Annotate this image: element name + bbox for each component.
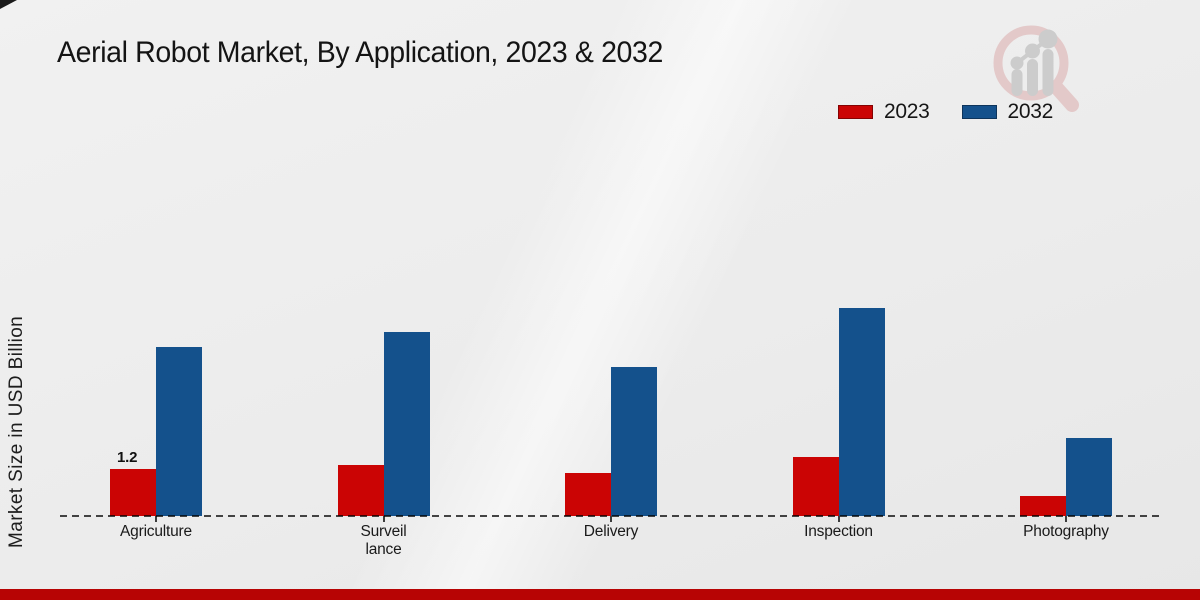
bar-2032-delivery [611, 367, 657, 516]
bar-2023-photography [1020, 496, 1066, 516]
bar-2023-inspection [792, 457, 839, 516]
legend-label: 2023 [884, 100, 930, 123]
x-axis-tick [837, 516, 840, 522]
bar-2032-photography [1066, 438, 1112, 516]
category-label-surveillance: Surveil lance [360, 523, 407, 558]
category-label-delivery: Delivery [583, 523, 639, 540]
category-label-inspection: Inspection [804, 523, 873, 540]
legend-label: 2032 [1007, 100, 1054, 123]
bar-2023-agriculture [110, 469, 156, 516]
legend-swatch-2023 [838, 105, 873, 119]
legend-item-2023: 2023 [838, 100, 930, 124]
x-axis-tick [155, 516, 157, 522]
bar-2023-delivery [565, 473, 611, 516]
legend-item-2032: 2032 [961, 100, 1054, 124]
bar-2032-surveillance [383, 332, 430, 516]
legend: 2023 2032 [838, 100, 1053, 124]
magnifier-bar-chart-watermark-icon [993, 25, 1079, 112]
corner-mark [0, 0, 17, 9]
bar-2032-agriculture [156, 347, 202, 516]
footer-red-strip [0, 589, 1200, 600]
legend-swatch-2032 [961, 105, 997, 119]
bar-value-label: 1.2 [117, 449, 138, 466]
x-axis-baseline [60, 515, 1160, 517]
x-axis-tick [382, 516, 385, 522]
bar-2023-surveillance [337, 465, 384, 516]
chart-title: Aerial Robot Market, By Application, 202… [57, 36, 663, 69]
category-label-photography: Photography [1023, 523, 1109, 540]
x-axis-tick [1065, 516, 1067, 522]
category-label-agriculture: Agriculture [120, 523, 192, 540]
x-axis-tick [610, 516, 612, 522]
bar-2032-inspection [838, 308, 885, 516]
